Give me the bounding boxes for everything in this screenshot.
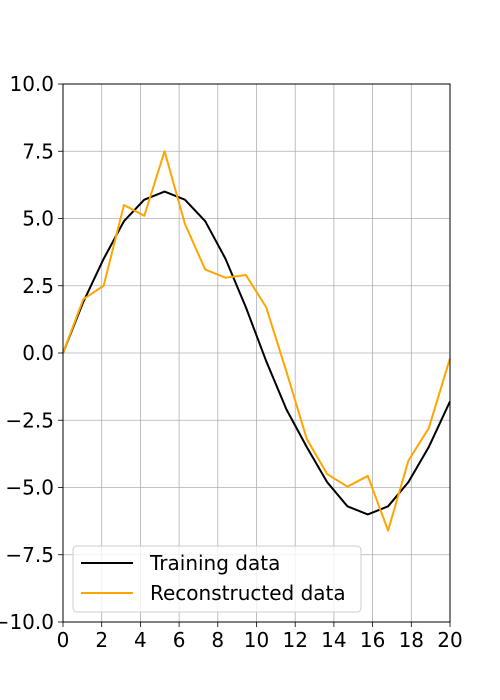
x-tick-label: 10 (244, 628, 269, 652)
y-tick-label: −7.5 (5, 543, 54, 567)
y-tick-label: 0.0 (22, 341, 54, 365)
x-tick-label: 8 (211, 628, 224, 652)
legend-label: Training data (149, 551, 280, 575)
legend-label: Reconstructed data (150, 581, 346, 605)
x-tick-label: 12 (282, 628, 307, 652)
legend-box (72, 545, 362, 613)
x-tick-label: 2 (95, 628, 108, 652)
y-tick-label: −2.5 (5, 408, 54, 432)
series-line-reconstructed-data (62, 150, 451, 532)
legend: Training data Reconstructed data (72, 545, 362, 613)
x-tick-label: 20 (437, 628, 462, 652)
x-tick-label: 16 (360, 628, 385, 652)
x-tick-label: 14 (321, 628, 346, 652)
series-line-training-data (62, 190, 451, 516)
y-tick-label: 7.5 (22, 139, 54, 163)
axis-ticks (58, 83, 451, 627)
y-tick-label: −5.0 (5, 476, 54, 500)
y-tick-label: 10.0 (9, 72, 54, 96)
y-tick-label: 2.5 (22, 274, 54, 298)
axis-tick-labels: 0 2 4 6 8 10 12 14 16 18 20 −10.0 −7.5 −5.0 −2.5 0.0 2.5… (0, 72, 463, 652)
x-tick-label: 0 (57, 628, 70, 652)
series-lines (62, 150, 451, 532)
y-tick-label: −10.0 (0, 610, 54, 634)
y-tick-label: 5.0 (22, 207, 54, 231)
x-tick-label: 6 (173, 628, 186, 652)
x-tick-label: 18 (399, 628, 424, 652)
x-tick-label: 4 (134, 628, 147, 652)
